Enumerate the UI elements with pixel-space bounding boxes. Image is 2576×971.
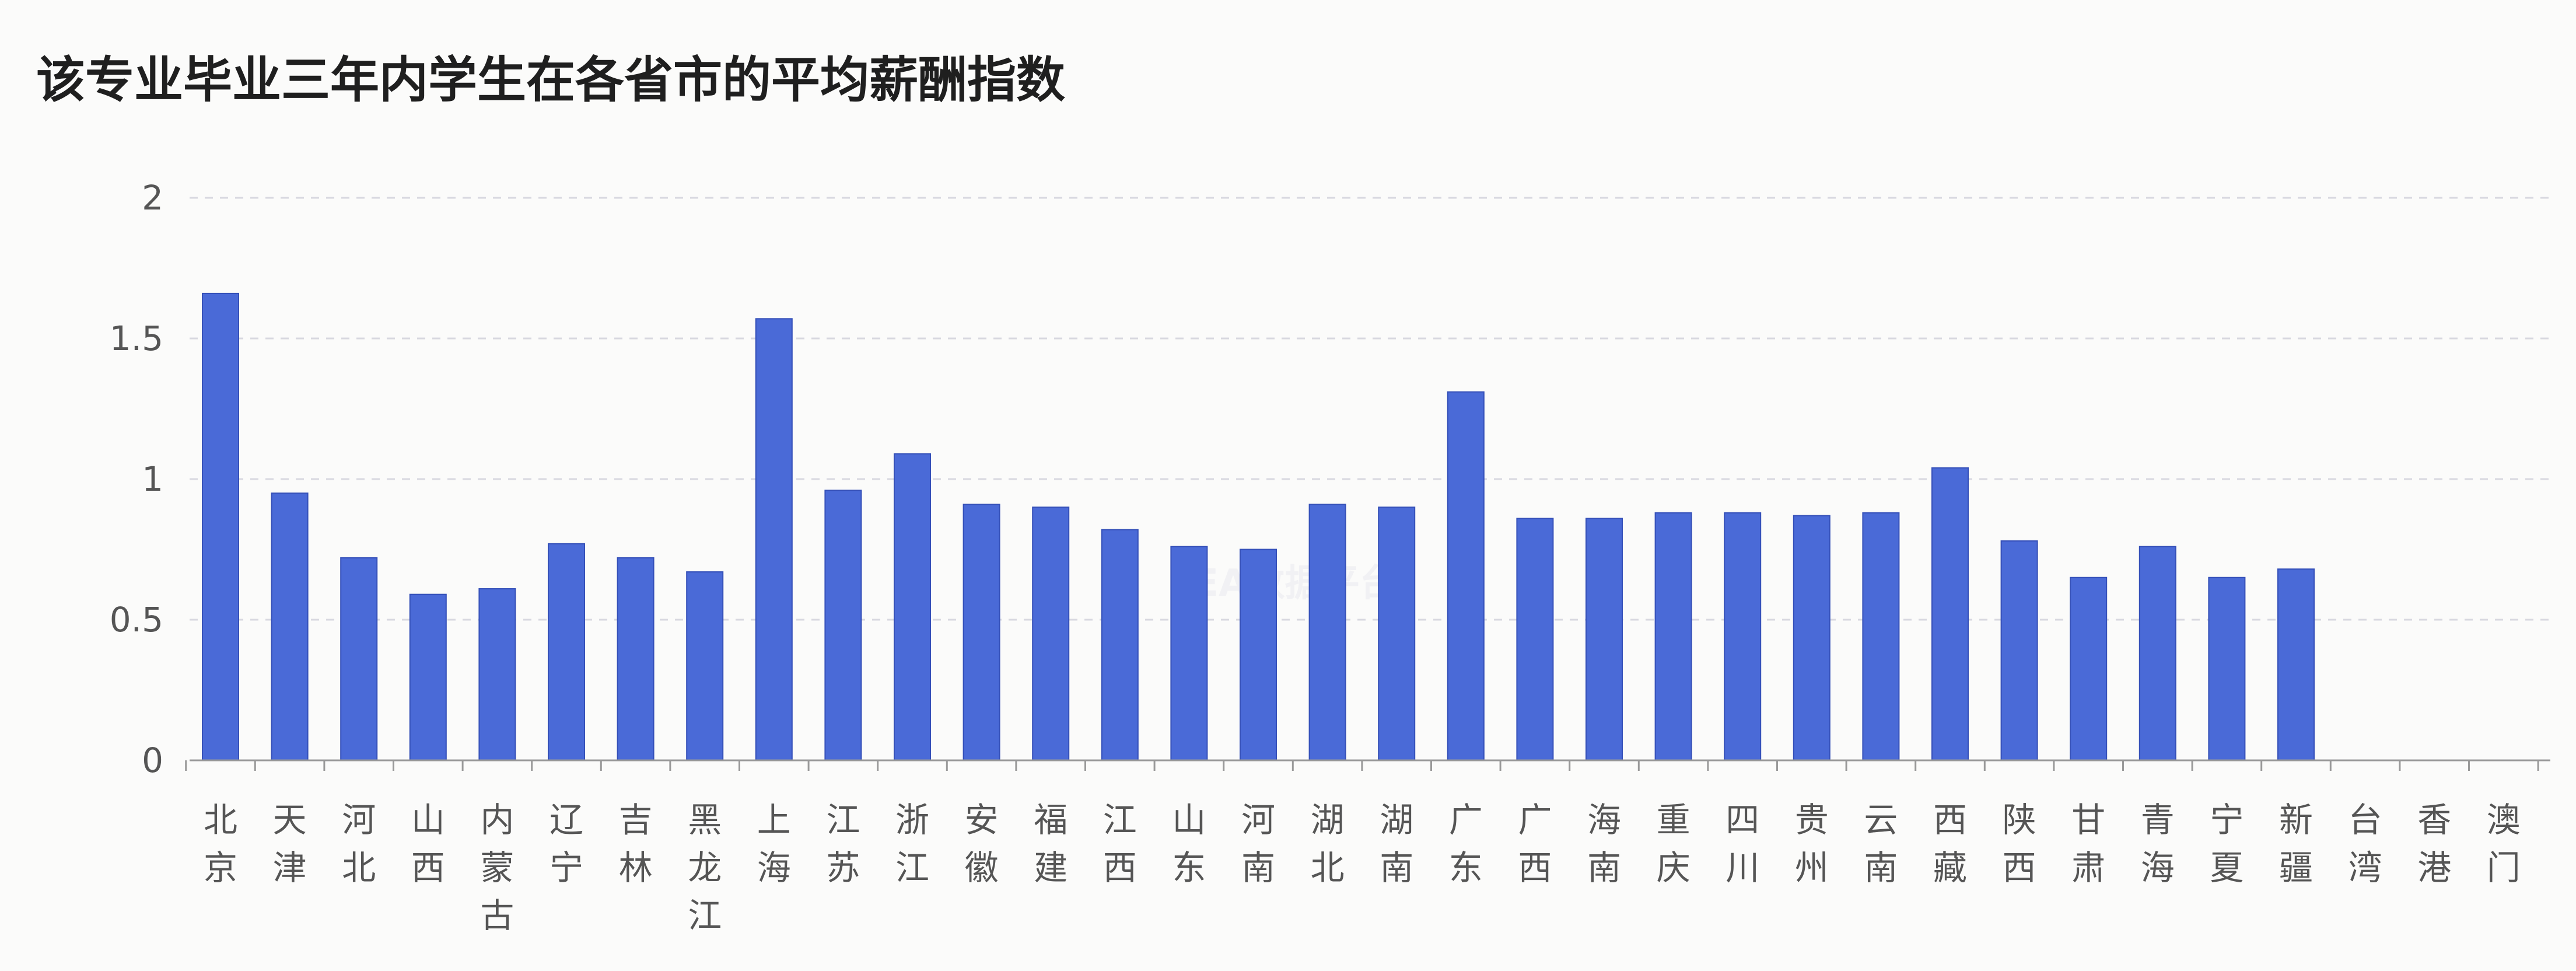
x-category-label: 辽宁 (550, 800, 583, 888)
bar (548, 543, 585, 761)
bar (1032, 507, 1070, 761)
bar (2208, 577, 2246, 761)
x-category-label: 新疆 (2279, 800, 2313, 888)
bar (963, 504, 1000, 761)
y-tick-label: 0.5 (110, 600, 163, 640)
x-category-label: 广西 (1518, 800, 1552, 888)
bar (1654, 512, 1692, 762)
x-category-label: 江苏 (826, 800, 860, 888)
x-category-label: 澳门 (2487, 800, 2521, 888)
bar (1170, 546, 1208, 761)
bars (202, 292, 2315, 762)
y-tick-label: 2 (142, 178, 163, 218)
x-category-label: 天津 (273, 800, 307, 888)
bar (409, 593, 447, 761)
x-category-label: 甘肃 (2071, 800, 2105, 888)
x-category-label: 内蒙古 (480, 800, 514, 935)
y-tick-label: 1 (142, 459, 163, 499)
x-category-label: 河南 (1241, 800, 1275, 888)
x-category-label: 台湾 (2348, 800, 2382, 888)
bar (1447, 391, 1485, 761)
bar (1931, 467, 1969, 761)
bar (1586, 518, 1623, 761)
bar (202, 292, 239, 761)
x-category-label: 海南 (1587, 800, 1621, 888)
bar (1516, 518, 1554, 761)
bar (894, 453, 931, 761)
watermark-text: EA数据平台 (1193, 562, 1396, 605)
x-category-label: 青海 (2141, 800, 2175, 888)
x-category-label: 吉林 (619, 800, 653, 888)
y-tick-label: 0 (142, 741, 163, 780)
x-category-label: 湖南 (1380, 800, 1413, 888)
bar (1240, 549, 1277, 761)
watermark: EA数据平台 (1193, 562, 1396, 605)
bar (1793, 515, 1831, 761)
bar (1724, 512, 1762, 762)
x-category-label: 福建 (1034, 800, 1068, 888)
x-category-label: 上海 (757, 800, 791, 888)
x-category-label: 宁夏 (2210, 800, 2244, 888)
x-category-label: 江西 (1103, 800, 1137, 888)
bar (617, 557, 654, 762)
bar (2070, 577, 2108, 761)
y-tick-label: 1.5 (110, 319, 163, 358)
bar (340, 557, 378, 762)
x-category-label: 山西 (411, 800, 445, 888)
bar (1378, 507, 1416, 761)
bar (824, 490, 862, 762)
x-category-label: 陕西 (2003, 800, 2036, 888)
bar (1308, 504, 1346, 761)
x-category-label: 安徽 (965, 800, 999, 888)
x-category-label: 西藏 (1933, 800, 1967, 888)
x-category-label: 香港 (2417, 800, 2451, 888)
bar (2277, 568, 2315, 761)
bar (271, 493, 309, 761)
x-category-label: 北京 (204, 800, 237, 888)
gridlines (190, 197, 2550, 621)
x-category-label: 浙江 (895, 800, 929, 888)
x-category-label: 四川 (1726, 800, 1759, 888)
x-category-label: 广东 (1449, 800, 1483, 888)
bar (686, 571, 724, 761)
bar (2000, 540, 2038, 761)
bar (2138, 546, 2176, 761)
x-category-label: 重庆 (1657, 800, 1690, 888)
bar (1101, 529, 1139, 761)
bar (1862, 512, 1900, 762)
x-category-label: 贵州 (1795, 800, 1829, 888)
axes (185, 759, 2550, 771)
x-category-label: 黑龙江 (688, 800, 722, 935)
x-category-label: 山东 (1172, 800, 1206, 888)
bar (478, 588, 516, 761)
x-category-label: 云南 (1864, 800, 1898, 888)
chart-title: 该专业毕业三年内学生在各省市的平均薪酬指数 (36, 51, 1066, 109)
x-category-label: 湖北 (1311, 800, 1345, 888)
bar (755, 318, 793, 761)
x-category-label: 河北 (342, 800, 376, 888)
